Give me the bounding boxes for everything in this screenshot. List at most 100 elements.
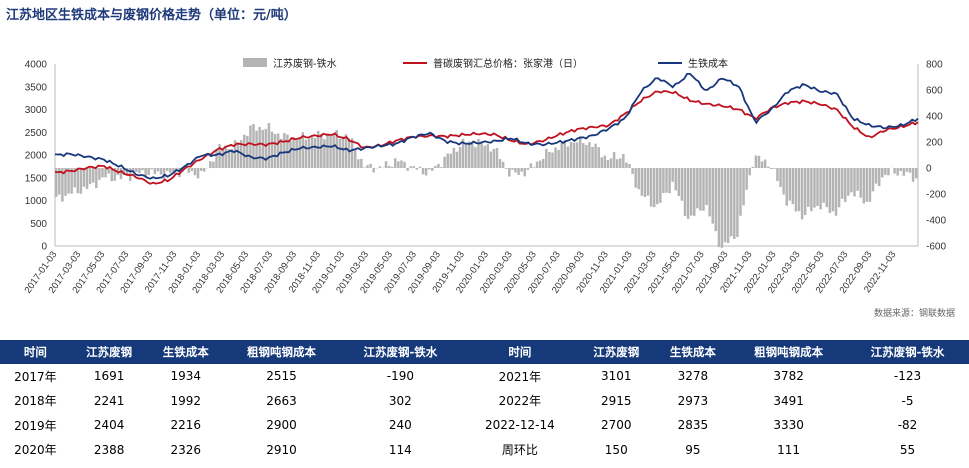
spread-bar bbox=[452, 147, 456, 168]
spread-bar bbox=[67, 168, 70, 194]
table-row: 2018年 2241 1992 2663 302 2022年 2915 2973… bbox=[0, 389, 969, 414]
left-tick-label: 500 bbox=[30, 219, 47, 230]
spread-bar bbox=[492, 148, 496, 168]
spread-bar bbox=[169, 168, 172, 173]
spread-bar bbox=[332, 133, 335, 168]
spread-bar bbox=[538, 160, 542, 168]
spread-bar bbox=[742, 168, 745, 206]
spread-bar bbox=[825, 168, 829, 208]
spread-bar bbox=[665, 168, 668, 193]
spread-bar bbox=[153, 168, 157, 175]
spread-bar bbox=[162, 168, 166, 180]
cell-iron-cost: 1992 bbox=[170, 393, 201, 408]
spread-bar bbox=[390, 166, 394, 168]
spread-bar bbox=[187, 168, 191, 173]
spread-bar bbox=[874, 168, 878, 184]
spread-bar bbox=[834, 168, 838, 216]
spread-bar bbox=[677, 168, 681, 197]
spread-bar bbox=[421, 168, 425, 175]
price-trend-chart: 05001000150020002500300035004000-600-400… bbox=[23, 57, 947, 296]
spread-bar bbox=[218, 144, 221, 168]
left-tick-label: 4000 bbox=[25, 60, 48, 71]
cell-steel-cost: 3491 bbox=[773, 393, 804, 408]
spread-bar bbox=[662, 168, 665, 194]
spread-bar bbox=[464, 143, 468, 168]
spread-bar bbox=[720, 168, 724, 248]
spread-bar bbox=[424, 168, 428, 176]
spread-bar bbox=[249, 125, 252, 168]
spread-bar bbox=[406, 168, 409, 171]
spread-bar bbox=[387, 165, 391, 168]
spread-bar bbox=[893, 168, 896, 174]
spread-bar bbox=[483, 145, 486, 168]
spread-bar bbox=[221, 149, 224, 168]
spread-bar bbox=[619, 158, 622, 168]
spread-bar bbox=[705, 168, 708, 206]
spread-bar bbox=[486, 144, 489, 168]
right-tick-label: 400 bbox=[926, 112, 943, 123]
cell-spread: 114 bbox=[388, 442, 412, 457]
spread-bar bbox=[307, 138, 311, 168]
right-tick-label: -400 bbox=[926, 216, 946, 227]
spread-bar bbox=[64, 168, 67, 196]
spread-bar bbox=[150, 168, 154, 170]
spread-bar bbox=[335, 130, 338, 168]
spread-bar bbox=[468, 141, 471, 168]
spread-bar bbox=[865, 168, 869, 202]
spread-bar bbox=[474, 147, 477, 168]
spread-bar bbox=[754, 155, 758, 168]
right-tick-label: 0 bbox=[926, 164, 932, 175]
spread-bar bbox=[514, 168, 517, 173]
cell-steel-cost: 2910 bbox=[266, 442, 297, 457]
spread-bar bbox=[717, 168, 721, 248]
spread-bar bbox=[828, 168, 832, 214]
spread-bar bbox=[640, 168, 644, 196]
cell-spread: -190 bbox=[386, 369, 414, 384]
spread-bar bbox=[369, 163, 372, 168]
cell-steel-cost: 2515 bbox=[266, 369, 297, 384]
table-row: 2017年 1691 1934 2515 -190 2021年 3101 327… bbox=[0, 364, 969, 389]
legend-spread-swatch bbox=[243, 58, 267, 67]
spread-bar bbox=[107, 168, 110, 174]
cell-spread: -5 bbox=[901, 393, 914, 408]
spread-bar bbox=[800, 168, 804, 220]
spread-bar bbox=[548, 151, 551, 168]
spread-bar bbox=[837, 168, 841, 208]
spread-bar bbox=[243, 134, 246, 168]
spread-bar bbox=[193, 168, 197, 176]
spread-bar bbox=[887, 168, 890, 176]
spread-bar bbox=[844, 168, 847, 203]
spread-bar bbox=[554, 147, 557, 168]
spread-bar bbox=[526, 168, 530, 170]
spread-bar bbox=[563, 140, 567, 168]
spread-bar bbox=[788, 168, 792, 201]
spread-bar bbox=[289, 141, 292, 168]
spread-bar bbox=[212, 161, 215, 168]
spread-bar bbox=[877, 168, 881, 187]
spread-bar bbox=[757, 155, 761, 168]
left-tick-label: 0 bbox=[41, 242, 47, 253]
spread-bar bbox=[779, 168, 782, 188]
header-iron-cost: 生铁成本 bbox=[147, 340, 225, 364]
spread-bar bbox=[323, 139, 326, 168]
spread-bar bbox=[575, 142, 579, 168]
spread-bar bbox=[656, 168, 659, 205]
spread-bar bbox=[819, 168, 822, 210]
cell-time: 2021年 bbox=[498, 369, 542, 384]
cell-iron-cost: 95 bbox=[685, 442, 701, 457]
spread-bar bbox=[132, 168, 135, 173]
spread-bar bbox=[138, 168, 141, 174]
spread-bar bbox=[316, 130, 320, 168]
spread-bar bbox=[748, 168, 751, 176]
spread-bar bbox=[230, 149, 234, 168]
spread-bar bbox=[252, 124, 255, 168]
spread-bar bbox=[366, 165, 369, 168]
spread-bar bbox=[147, 168, 150, 175]
cell-spread: -82 bbox=[897, 418, 918, 433]
right-tick-label: -200 bbox=[926, 190, 946, 201]
cell-steel-cost: 111 bbox=[777, 442, 801, 457]
header-scrap-2: 江苏废钢 bbox=[577, 340, 655, 364]
spread-bar bbox=[862, 168, 865, 204]
spread-bar bbox=[622, 153, 625, 168]
legend-scrap-label: 普碳废钢汇总价格：张家港（日） bbox=[433, 57, 583, 70]
